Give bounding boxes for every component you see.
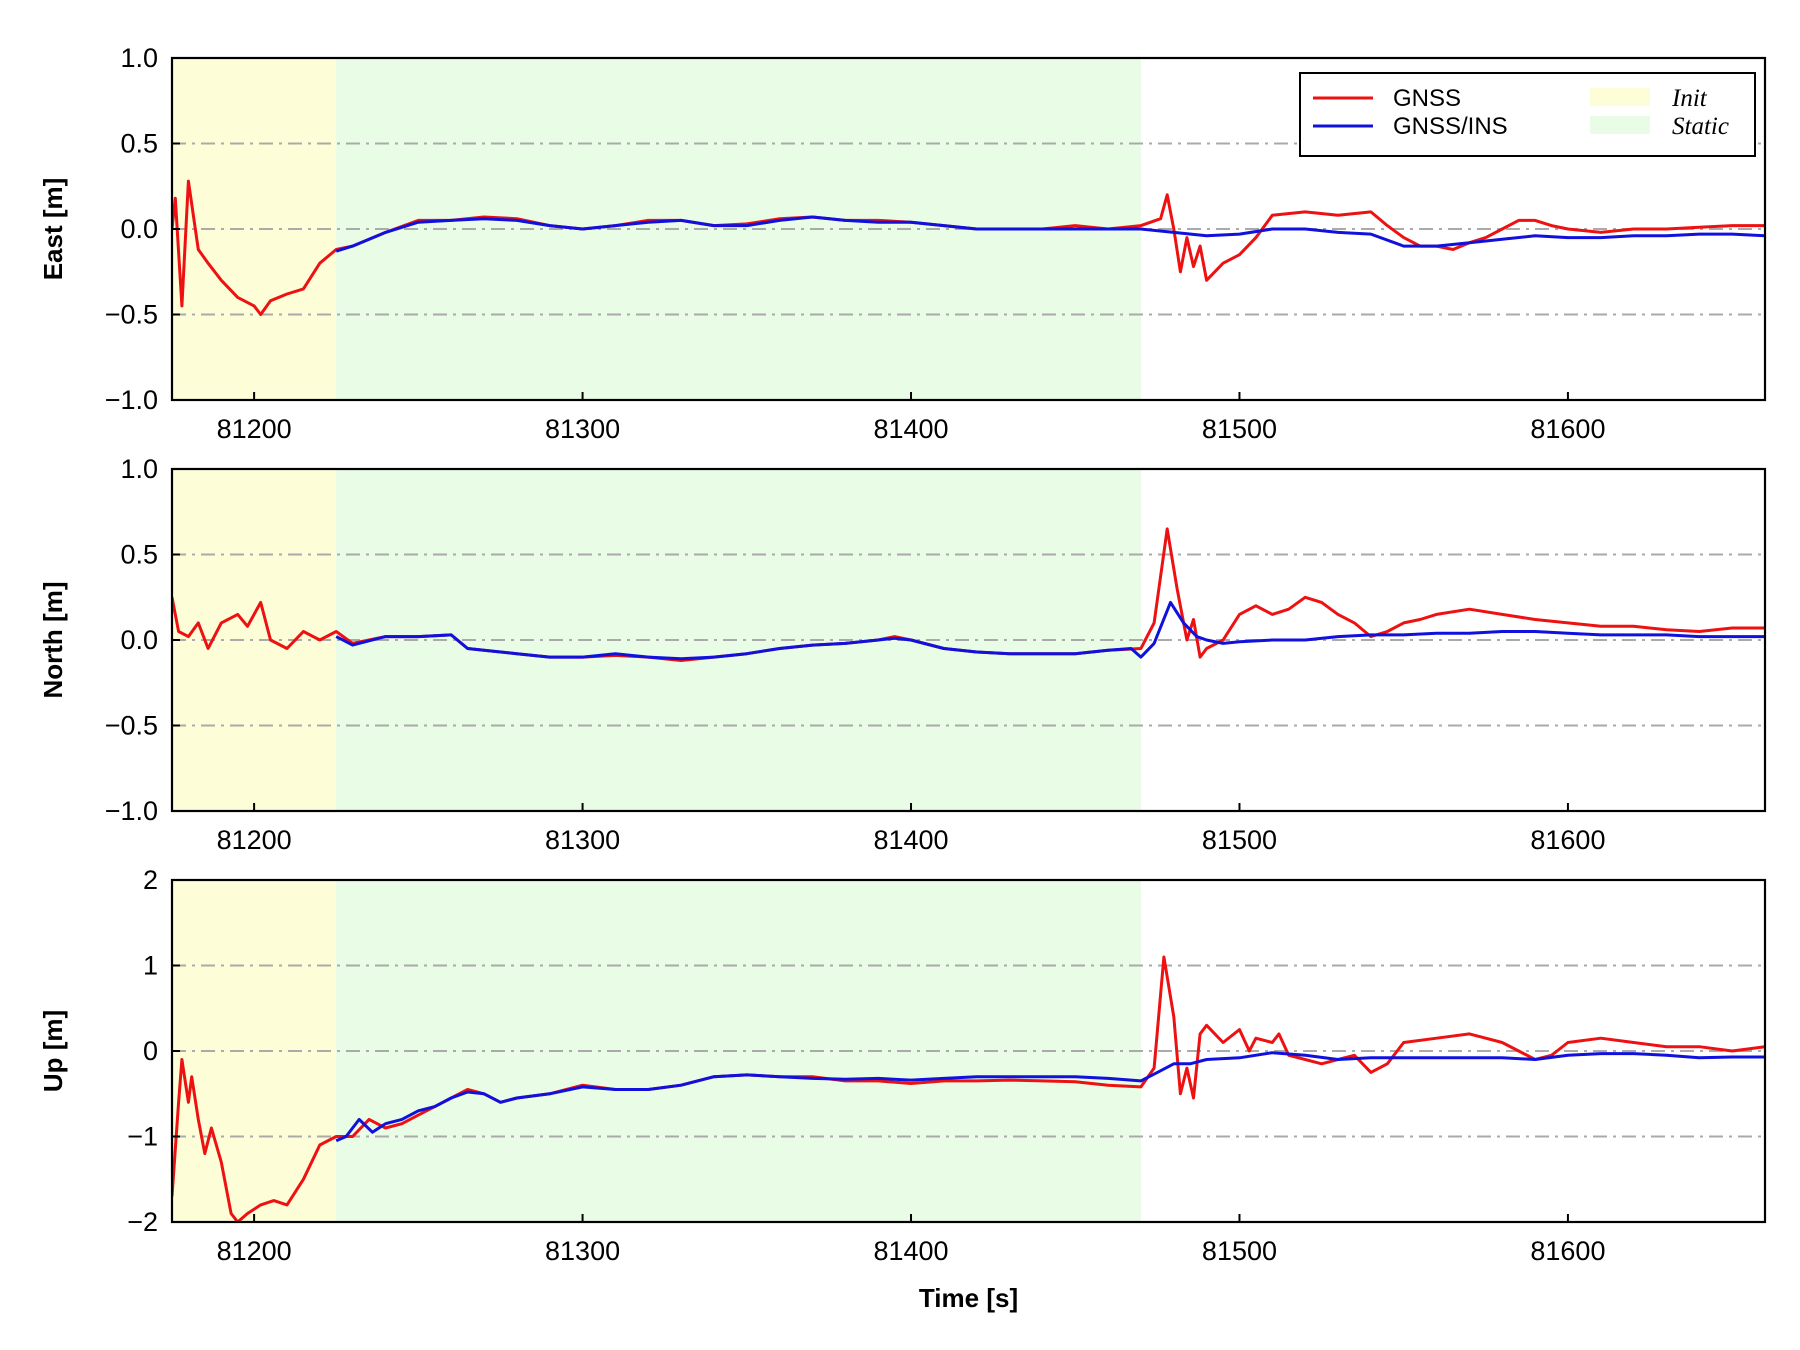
legend-label: GNSS — [1393, 85, 1461, 112]
legend-label: Init — [1671, 85, 1708, 112]
x-tick-label: 81500 — [1202, 825, 1277, 855]
legend-label: GNSS/INS — [1393, 113, 1508, 140]
x-tick-label: 81200 — [217, 414, 292, 444]
y-tick-label: 1 — [143, 951, 158, 981]
legend-label: Static — [1672, 113, 1729, 140]
y-tick-label: −1.0 — [105, 796, 158, 826]
y-tick-label: 2 — [143, 865, 158, 895]
x-tick-label: 81400 — [873, 414, 948, 444]
y-tick-label: −1 — [127, 1122, 158, 1152]
legend-box — [1299, 72, 1756, 157]
region-init — [172, 880, 337, 1222]
y-axis-label: East [m] — [38, 178, 68, 281]
region-init — [172, 469, 337, 811]
x-tick-label: 81300 — [545, 414, 620, 444]
x-tick-label: 81300 — [545, 825, 620, 855]
panel-2: −2 −1 0 1 2 81200 81300 81400 81500 81600 Up [m] — [38, 865, 1767, 1266]
series-group — [172, 955, 1765, 1222]
x-axis-label: Time [s] — [919, 1283, 1018, 1313]
x-tick-label: 81200 — [217, 825, 292, 855]
series-line-gnss-ins — [335, 600, 1765, 661]
x-tick-label: 81600 — [1530, 414, 1605, 444]
x-tick-label: 81500 — [1202, 1236, 1277, 1266]
y-tick-label: −1.0 — [105, 385, 158, 415]
x-tick-label: 81600 — [1530, 1236, 1605, 1266]
panel-1: −1.0 −0.5 0.0 0.5 1.0 81200 81300 81400 81500 816… — [38, 454, 1767, 855]
series-group — [172, 179, 1765, 316]
panel-0: −1.0 −0.5 0.0 0.5 1.0 81200 81300 81400 81500 816… — [38, 43, 1767, 444]
x-tick-label: 81200 — [217, 1236, 292, 1266]
y-axis-label: Up [m] — [38, 1010, 68, 1092]
x-tick-label: 81300 — [545, 1236, 620, 1266]
y-tick-label: 0.0 — [120, 625, 158, 655]
y-tick-label: 1.0 — [120, 43, 158, 73]
y-tick-label: −0.5 — [105, 300, 158, 330]
y-tick-label: −0.5 — [105, 711, 158, 741]
series-line-gnss — [172, 955, 1765, 1222]
legend-swatch-init — [1590, 88, 1650, 106]
x-tick-label: 81400 — [873, 825, 948, 855]
series-line-gnss-ins — [335, 215, 1765, 253]
x-tick-label: 81400 — [873, 1236, 948, 1266]
series-group — [172, 527, 1765, 662]
y-tick-label: 0.0 — [120, 214, 158, 244]
legend-swatch-static — [1590, 116, 1650, 134]
y-tick-label: −2 — [127, 1207, 158, 1237]
x-tick-label: 81600 — [1530, 825, 1605, 855]
y-tick-label: 0 — [143, 1036, 158, 1066]
y-axis-label: North [m] — [38, 582, 68, 699]
series-line-gnss-ins — [335, 1051, 1765, 1143]
y-tick-label: 1.0 — [120, 454, 158, 484]
x-tick-label: 81500 — [1202, 414, 1277, 444]
y-tick-label: 0.5 — [120, 129, 158, 159]
y-tick-label: 0.5 — [120, 540, 158, 570]
